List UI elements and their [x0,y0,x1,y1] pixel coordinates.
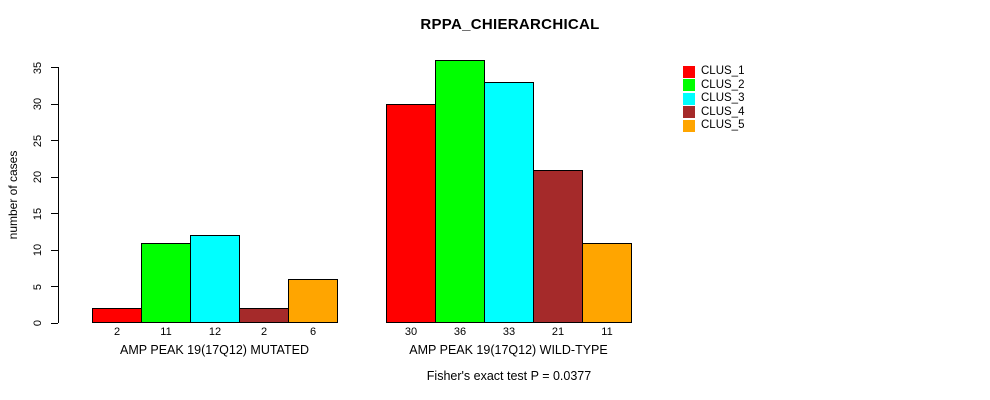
bar-value-label: 33 [502,326,516,338]
fisher-test-note: Fisher's exact test P = 0.0377 [426,369,592,383]
chart-title: RPPA_CHIERARCHICAL [420,16,600,33]
group-label: AMP PEAK 19(17Q12) MUTATED [120,343,309,357]
bar-clus_4-group2 [533,170,583,323]
y-tick-label: 10 [32,243,44,257]
y-tick [51,67,58,68]
legend: CLUS_1 CLUS_2 CLUS_3 CLUS_4 CLUS_5 [683,65,744,133]
bar-value-label: 2 [113,326,121,338]
y-axis-line [58,67,59,323]
y-tick [51,249,58,251]
bar-value-label: 30 [404,326,418,338]
y-tick-label: 15 [32,207,44,220]
group-label: AMP PEAK 19(17Q12) WILD-TYPE [409,343,608,357]
bar-value-label: 11 [601,326,613,338]
y-tick [51,322,58,324]
legend-label: CLUS_4 [701,105,745,118]
legend-label: CLUS_2 [701,78,745,91]
y-tick-label: 20 [32,170,44,184]
legend-item-clus_2: CLUS_2 [683,79,744,93]
bar-value-label: 21 [551,326,565,338]
legend-swatch-icon [683,79,695,92]
y-axis-title: number of cases [6,150,20,240]
bar-clus_3-group1 [190,235,240,323]
legend-item-clus_5: CLUS_5 [683,119,744,133]
y-tick [51,286,58,287]
bar-value-label: 36 [453,326,467,338]
y-tick [51,176,58,178]
legend-item-clus_3: CLUS_3 [683,92,744,106]
bar-clus_5-group2 [582,243,632,323]
legend-label: CLUS_5 [701,119,745,131]
legend-swatch-icon [683,65,695,78]
legend-item-clus_1: CLUS_1 [683,65,744,79]
y-tick [51,140,58,141]
y-tick-label: 25 [32,134,44,147]
y-tick-label: 35 [32,61,44,74]
bar-value-label: 2 [260,326,268,338]
legend-label: CLUS_1 [701,65,745,77]
y-tick-label: 0 [32,319,44,327]
bar-clus_3-group2 [484,82,534,323]
y-tick [51,213,58,214]
legend-swatch-icon [683,92,695,105]
y-tick-label: 5 [32,283,44,290]
bar-value-label: 12 [208,326,222,338]
bar-clus_2-group1 [141,243,191,323]
bar-value-label: 11 [160,326,172,338]
legend-label: CLUS_3 [701,92,745,104]
bar-clus_5-group1 [288,279,338,323]
legend-swatch-icon [683,106,695,119]
bar-clus_4-group1 [239,308,289,323]
bar-clus_1-group2 [386,104,436,323]
y-tick [51,103,58,105]
legend-swatch-icon [683,119,695,132]
legend-item-clus_4: CLUS_4 [683,106,744,120]
bar-clus_2-group2 [435,60,485,323]
bar-clus_1-group1 [92,308,142,323]
y-tick-label: 30 [32,97,44,111]
bar-value-label: 6 [309,326,317,338]
